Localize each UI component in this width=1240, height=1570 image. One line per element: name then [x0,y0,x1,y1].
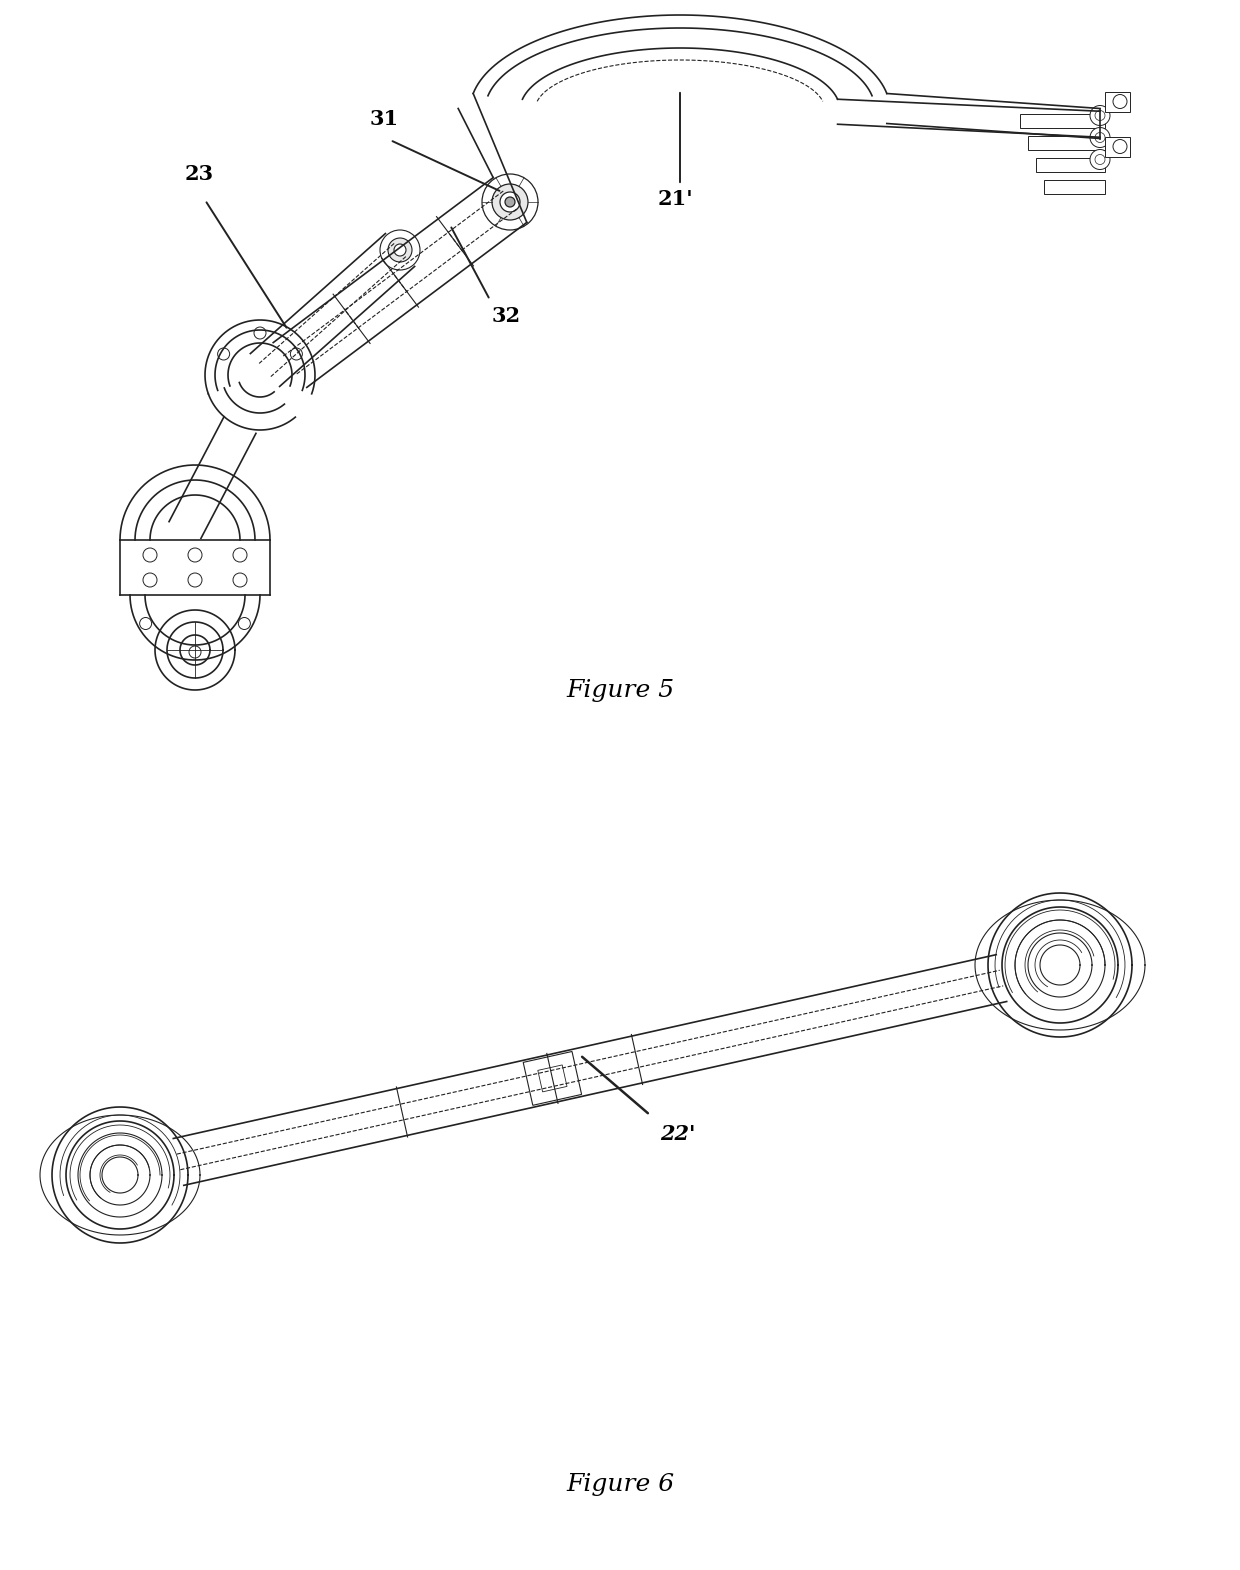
Circle shape [394,243,405,256]
Circle shape [143,548,157,562]
Circle shape [140,617,151,630]
Circle shape [1090,105,1110,126]
Circle shape [505,196,515,207]
Polygon shape [523,1052,582,1105]
Circle shape [379,229,420,270]
Polygon shape [538,1064,567,1091]
Circle shape [1114,94,1127,108]
Text: 23: 23 [185,163,215,184]
Bar [1021,113,1105,127]
Circle shape [254,327,267,339]
Text: Figure 5: Figure 5 [565,678,675,702]
Circle shape [482,174,538,229]
Circle shape [188,548,202,562]
Circle shape [238,617,250,630]
Circle shape [188,573,202,587]
Circle shape [1114,140,1127,154]
Circle shape [143,573,157,587]
Bar [1028,135,1105,149]
Circle shape [290,349,303,360]
Circle shape [233,548,247,562]
Bar [1105,91,1130,111]
Bar [1035,157,1105,171]
Circle shape [1095,132,1105,143]
Circle shape [1095,110,1105,121]
Circle shape [233,573,247,587]
Text: 31: 31 [370,108,399,129]
Circle shape [1095,154,1105,165]
Circle shape [388,239,412,262]
Bar [1044,179,1105,193]
Text: 22': 22' [660,1124,696,1145]
Circle shape [218,349,229,360]
Bar [1105,137,1130,157]
Text: 32: 32 [492,306,521,327]
Circle shape [492,184,528,220]
Text: 21': 21' [658,188,693,209]
Circle shape [500,192,520,212]
Circle shape [1090,127,1110,148]
Circle shape [1090,149,1110,170]
Text: Figure 6: Figure 6 [565,1474,675,1496]
Circle shape [188,645,201,658]
